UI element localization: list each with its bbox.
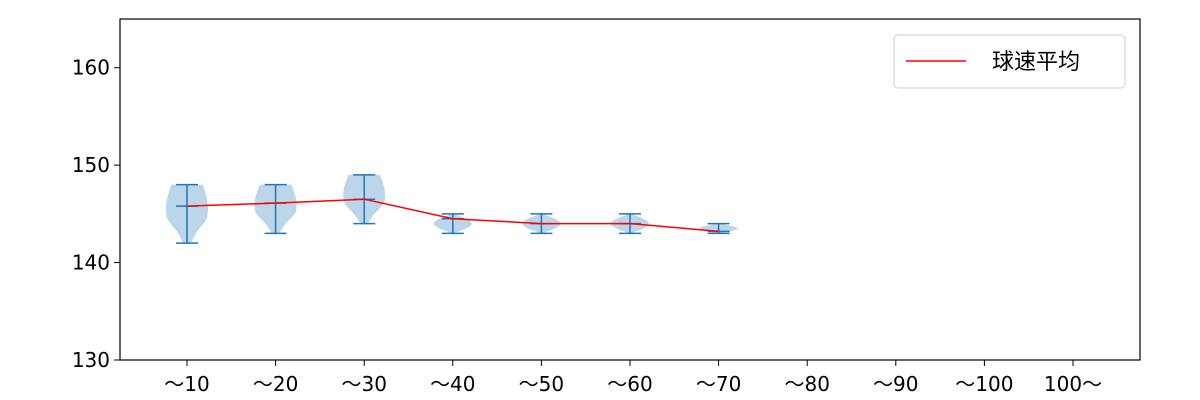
legend-box [893,34,1126,89]
y-tick-label: 140 [72,251,110,275]
y-tick-label: 130 [72,348,110,372]
x-tick-label: 〜50 [519,372,564,396]
x-tick-label: 〜60 [607,372,652,396]
legend: 球速平均 [893,34,1126,89]
x-tick-label: 〜70 [696,372,741,396]
x-tick-label: 〜30 [341,372,386,396]
legend-label: 球速平均 [992,50,1080,75]
x-tick-label: 〜90 [873,372,918,396]
x-tick-label: 100〜 [1044,372,1102,396]
x-axis: 〜10 〜20 〜30 〜40 〜50 〜60 〜70 〜80 〜90 〜100 100〜 [164,360,1102,396]
x-tick-label: 〜80 [784,372,829,396]
x-tick-label: 〜10 [164,372,209,396]
y-tick-label: 160 [72,56,110,80]
mean-line-layer [186,198,719,233]
y-axis: 130 140 150 160 [72,56,120,372]
y-tick-label: 150 [72,153,110,177]
x-tick-label: 〜100 [955,372,1013,396]
x-tick-label: 〜40 [430,372,475,396]
x-tick-label: 〜20 [253,372,298,396]
